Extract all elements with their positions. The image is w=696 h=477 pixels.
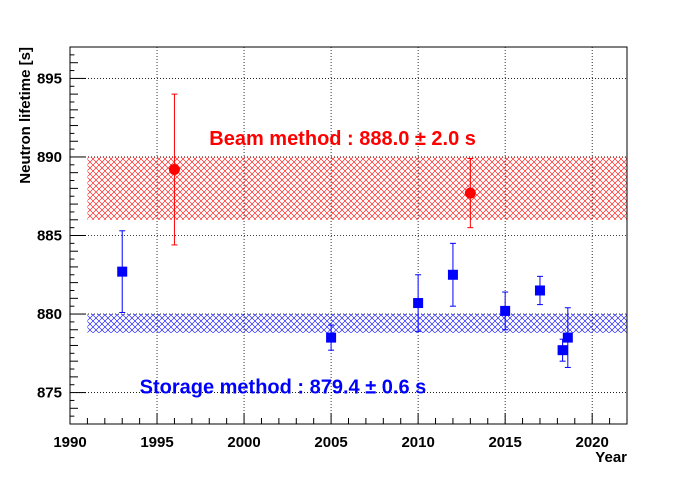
data-point-beam xyxy=(464,187,476,199)
x-tick-label: 2005 xyxy=(314,434,347,451)
data-point-storage xyxy=(500,305,511,316)
storage-method-annotation: Storage method : 879.4 ± 0.6 s xyxy=(140,376,427,398)
beam-average-band xyxy=(87,156,627,220)
data-point-storage xyxy=(557,345,568,356)
y-tick-label: 895 xyxy=(37,70,62,87)
axis-ticks: 1990 1995 2000 2005 2010 2015 2020 875 880 885 890… xyxy=(37,46,628,451)
data-point-storage xyxy=(326,332,337,343)
x-tick-label: 1995 xyxy=(140,434,173,451)
data-points xyxy=(117,93,573,368)
plot-area-border xyxy=(69,46,628,425)
y-axis-title: Neutron lifetime [s] xyxy=(17,47,34,184)
beam-method-annotation: Beam method : 888.0 ± 2.0 s xyxy=(209,128,476,150)
average-bands xyxy=(87,156,627,333)
data-point-storage xyxy=(413,298,424,309)
y-tick-label: 885 xyxy=(37,228,62,245)
x-axis-title: Year xyxy=(595,449,627,466)
plot-frame xyxy=(69,46,628,425)
storage-average-band xyxy=(87,314,627,333)
y-tick-label: 875 xyxy=(37,385,62,402)
y-tick-label: 890 xyxy=(37,149,62,166)
data-point-storage xyxy=(117,266,128,277)
data-point-storage xyxy=(447,269,458,280)
y-tick-label: 880 xyxy=(37,306,62,323)
text-labels: Neutron lifetime [s] Year Beam method : … xyxy=(17,47,627,466)
data-point-storage xyxy=(534,285,545,296)
x-tick-label: 2020 xyxy=(576,434,609,451)
x-tick-label: 2000 xyxy=(227,434,260,451)
x-tick-label: 2015 xyxy=(488,434,521,451)
data-point-storage xyxy=(562,332,573,343)
grid-lines xyxy=(69,47,627,424)
x-tick-label: 2010 xyxy=(401,434,434,451)
data-point-beam xyxy=(168,164,180,176)
x-tick-label: 1990 xyxy=(53,434,86,451)
